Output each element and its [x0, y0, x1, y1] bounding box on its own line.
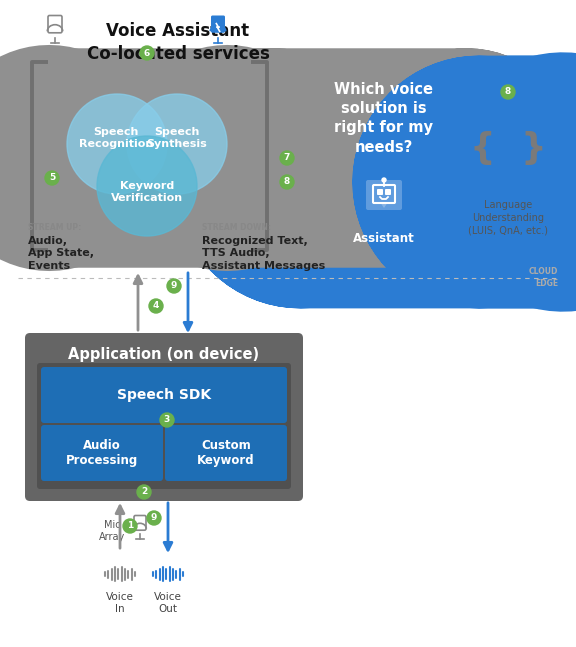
Text: 4: 4 [153, 302, 159, 311]
Text: Which voice
solution is
right for my
needs?: Which voice solution is right for my nee… [335, 82, 434, 155]
Circle shape [160, 413, 174, 427]
Text: Keyword
Verification: Keyword Verification [111, 181, 183, 203]
FancyBboxPatch shape [41, 425, 163, 481]
Circle shape [147, 511, 161, 525]
Text: Recognized Text,
TTS Audio,
Assistant Messages: Recognized Text, TTS Audio, Assistant Me… [202, 236, 325, 271]
Text: Audio
Processing: Audio Processing [66, 439, 138, 467]
Circle shape [382, 178, 386, 182]
FancyBboxPatch shape [366, 180, 402, 210]
Text: 3: 3 [164, 415, 170, 424]
FancyBboxPatch shape [48, 16, 62, 33]
Circle shape [137, 485, 151, 499]
Circle shape [45, 171, 59, 185]
Circle shape [123, 519, 137, 533]
Circle shape [127, 94, 227, 194]
Circle shape [140, 46, 154, 60]
FancyBboxPatch shape [211, 16, 225, 33]
Circle shape [97, 136, 197, 236]
FancyBboxPatch shape [41, 367, 287, 423]
Text: Assistant: Assistant [353, 232, 415, 245]
Text: Speech
Synthesis: Speech Synthesis [147, 127, 207, 149]
Circle shape [501, 85, 515, 99]
FancyBboxPatch shape [378, 190, 382, 194]
Text: {  }: { } [469, 131, 547, 165]
Text: Voice
In: Voice In [106, 592, 134, 614]
Text: Voice Assistant
Co-located services: Voice Assistant Co-located services [86, 22, 270, 63]
FancyBboxPatch shape [25, 333, 303, 501]
Text: Voice
Out: Voice Out [154, 592, 182, 614]
Text: 1: 1 [127, 521, 133, 531]
Polygon shape [380, 202, 388, 208]
Text: Application (on device): Application (on device) [69, 347, 260, 362]
Text: Speech
Recognition: Speech Recognition [79, 127, 153, 149]
FancyBboxPatch shape [134, 516, 146, 530]
Circle shape [149, 299, 163, 313]
Text: Custom
Keyword: Custom Keyword [197, 439, 255, 467]
Text: CLOUD: CLOUD [529, 267, 558, 276]
Text: Language
Understanding
(LUIS, QnA, etc.): Language Understanding (LUIS, QnA, etc.) [468, 200, 548, 236]
Circle shape [67, 94, 167, 194]
Text: EDGE: EDGE [535, 280, 558, 289]
Text: Speech SDK: Speech SDK [117, 388, 211, 402]
Text: 9: 9 [171, 281, 177, 291]
Text: 8: 8 [284, 177, 290, 186]
Circle shape [280, 151, 294, 165]
Text: 2: 2 [141, 487, 147, 496]
Text: Audio,
App State,
Events: Audio, App State, Events [28, 236, 94, 271]
Text: 5: 5 [49, 173, 55, 182]
FancyBboxPatch shape [386, 190, 391, 194]
Text: STREAM DOWN:: STREAM DOWN: [202, 223, 271, 232]
FancyBboxPatch shape [165, 425, 287, 481]
FancyBboxPatch shape [302, 56, 466, 262]
Text: STREAM UP:: STREAM UP: [28, 223, 81, 232]
Text: 9: 9 [151, 514, 157, 523]
FancyBboxPatch shape [37, 363, 291, 489]
Text: 6: 6 [144, 49, 150, 58]
Text: 7: 7 [284, 153, 290, 162]
Text: 8: 8 [505, 87, 511, 96]
Text: Mic
Array: Mic Array [99, 520, 125, 542]
Circle shape [167, 279, 181, 293]
Circle shape [280, 175, 294, 189]
